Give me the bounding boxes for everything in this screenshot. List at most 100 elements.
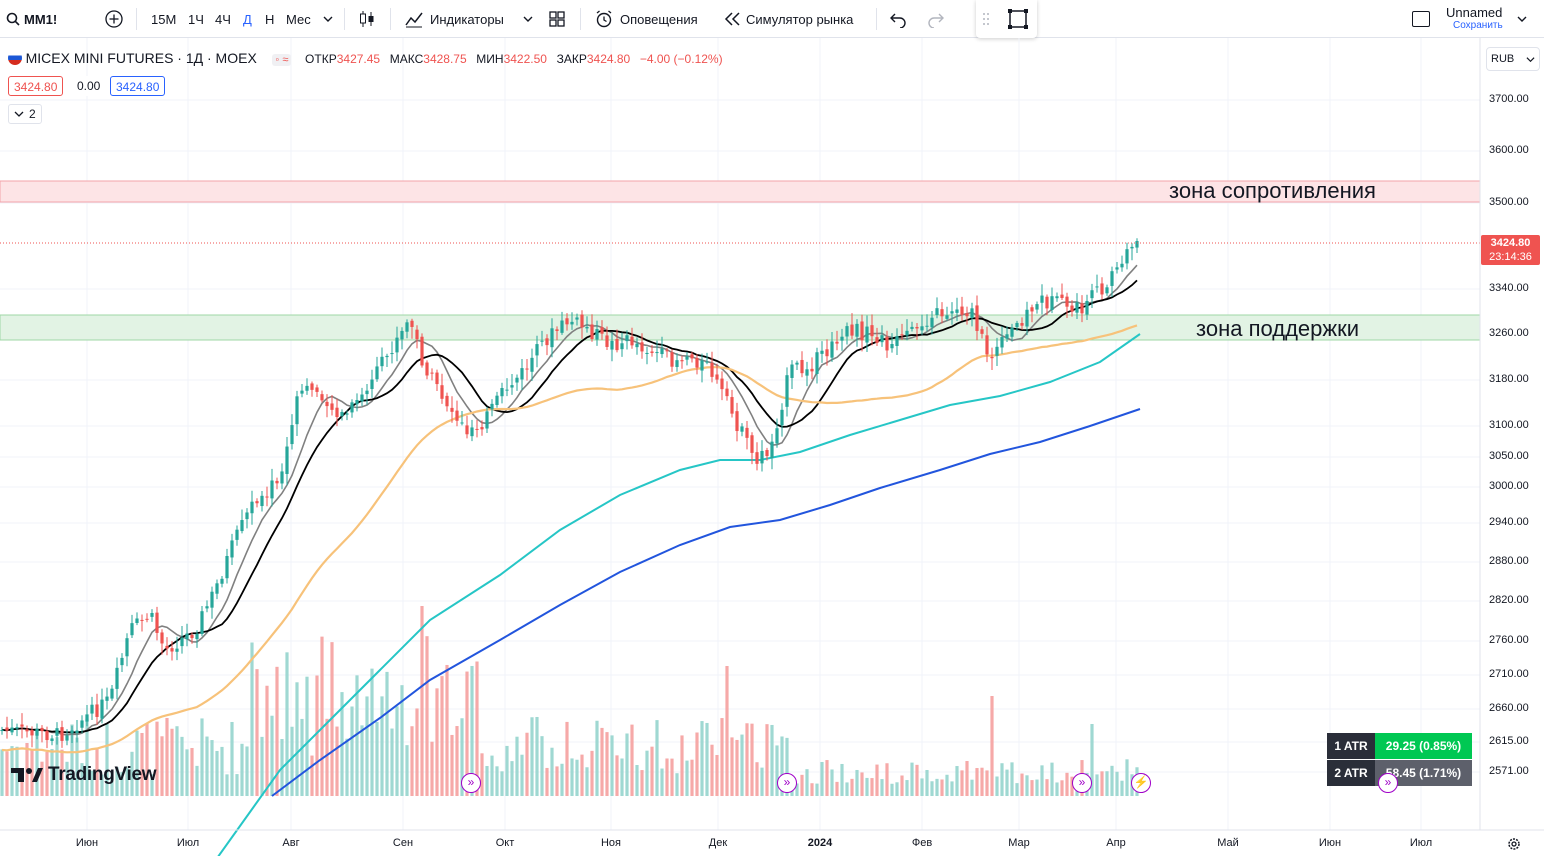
layout-checkbox[interactable] — [1412, 0, 1430, 38]
dividend-event-icon[interactable]: » — [777, 773, 797, 793]
candle-body — [945, 315, 949, 319]
volume-bar — [185, 749, 189, 796]
volume-bar — [970, 779, 974, 796]
indicators-dropdown[interactable] — [522, 0, 534, 38]
interval-15m[interactable]: 15М — [151, 0, 176, 38]
candle-body — [275, 480, 279, 484]
ma-200-line[interactable] — [271, 408, 1141, 797]
candle-body — [555, 329, 559, 331]
fullscreen-icon[interactable] — [1007, 8, 1029, 35]
candle-body — [595, 329, 599, 340]
candle-body — [910, 326, 914, 329]
indicators-toggle[interactable]: 2 — [8, 104, 42, 124]
volume-bar — [485, 766, 489, 796]
interval-1h[interactable]: 1Ч — [188, 0, 204, 38]
volume-bar — [295, 682, 299, 796]
visibility-icon[interactable]: ◦ ≈ — [272, 54, 292, 66]
volume-bar — [255, 669, 259, 796]
candle-body — [505, 389, 509, 391]
dividend-event-icon[interactable]: » — [1378, 773, 1398, 793]
candle-body — [150, 612, 154, 617]
volume-bar — [615, 755, 619, 796]
tradingview-logo[interactable]: TradingView — [10, 764, 157, 786]
candle-body — [500, 388, 504, 397]
ma-fast-line[interactable] — [1, 264, 1138, 736]
alerts-button[interactable]: Оповещения — [594, 0, 698, 38]
candle-body — [120, 657, 124, 666]
settings-gear-icon[interactable] — [1506, 836, 1522, 857]
volume-bar — [1015, 783, 1019, 796]
interval-1d[interactable]: Д — [243, 0, 252, 38]
divider — [580, 8, 581, 30]
currency-label: RUB — [1491, 53, 1515, 65]
resistance-zone-label[interactable]: зона сопротивления — [1169, 178, 1376, 203]
volume-bar — [680, 735, 684, 796]
volume-bar — [105, 723, 109, 796]
layout-dropdown[interactable] — [1516, 0, 1528, 38]
volume-bar — [415, 708, 419, 796]
volume-bar — [175, 726, 179, 796]
earnings-flash-icon[interactable]: ⚡ — [1131, 773, 1151, 793]
buy-price-box[interactable]: 3424.80 — [110, 76, 166, 96]
replay-button[interactable]: Симулятор рынка — [724, 0, 853, 38]
volume-bar — [490, 755, 494, 796]
drag-handle-icon[interactable] — [982, 11, 990, 32]
volume-bar — [1115, 771, 1119, 796]
volume-bar — [470, 665, 474, 796]
dividend-event-icon[interactable]: » — [1072, 773, 1092, 793]
volume-bar — [60, 749, 64, 796]
interval-dropdown[interactable] — [322, 0, 334, 38]
compare-button[interactable] — [104, 0, 124, 38]
templates-button[interactable] — [548, 0, 566, 38]
candle-body — [75, 730, 79, 734]
volume-bar — [1125, 759, 1129, 796]
price-tick-label: 2940.00 — [1489, 516, 1529, 528]
ma-slow-line[interactable] — [1, 324, 1138, 754]
candle-body — [1055, 296, 1059, 299]
ma-medium-line[interactable] — [1, 279, 1138, 734]
price-tick-label: 2760.00 — [1489, 634, 1529, 646]
chart-type-button[interactable] — [357, 0, 377, 38]
candle-body — [790, 364, 794, 378]
sell-price-box[interactable]: 3424.80 — [8, 76, 64, 96]
candle-body — [230, 540, 234, 558]
search-icon — [6, 12, 20, 26]
volume-bar — [1025, 775, 1029, 796]
interval-1w[interactable]: Н — [265, 0, 274, 38]
support-zone[interactable] — [0, 314, 1481, 341]
volume-bar — [380, 696, 384, 796]
candle-body — [680, 360, 684, 362]
layout-name-button[interactable]: Unnamed Сохранить — [1446, 5, 1503, 31]
price-tick-label: 3260.00 — [1489, 327, 1529, 339]
volume-bar — [1055, 782, 1059, 796]
interval-1m[interactable]: Мес — [286, 0, 311, 38]
candle-body — [1025, 309, 1029, 327]
undo-button[interactable] — [889, 0, 907, 38]
time-tick-label: Авг — [282, 837, 300, 849]
chevron-down-icon — [1526, 57, 1535, 63]
redo-button[interactable] — [927, 0, 945, 38]
candle-body — [710, 362, 714, 377]
symbol-search[interactable]: MM1! — [6, 0, 57, 38]
candle-body — [210, 591, 214, 608]
candle-body — [250, 501, 254, 514]
candle-body — [65, 735, 69, 741]
interval-4h[interactable]: 4Ч — [215, 0, 231, 38]
indicators-button[interactable]: Индикаторы — [404, 0, 504, 38]
candle-body — [905, 330, 909, 336]
support-zone-label[interactable]: зона поддержки — [1196, 316, 1360, 341]
candle-body — [845, 326, 849, 337]
last-price-marker: 3424.80 23:14:36 — [1481, 235, 1540, 265]
candle-body — [1060, 294, 1064, 299]
volume-bar — [565, 721, 569, 796]
volume-bar — [290, 726, 294, 796]
candle-body — [475, 428, 479, 430]
dividend-event-icon[interactable]: » — [461, 773, 481, 793]
candle-body — [1065, 296, 1069, 307]
currency-select[interactable]: RUB — [1486, 47, 1540, 71]
volume-bar — [1030, 780, 1034, 796]
candle-body — [705, 361, 709, 363]
candle-body — [285, 446, 289, 474]
ma-100-line[interactable] — [190, 333, 1141, 856]
